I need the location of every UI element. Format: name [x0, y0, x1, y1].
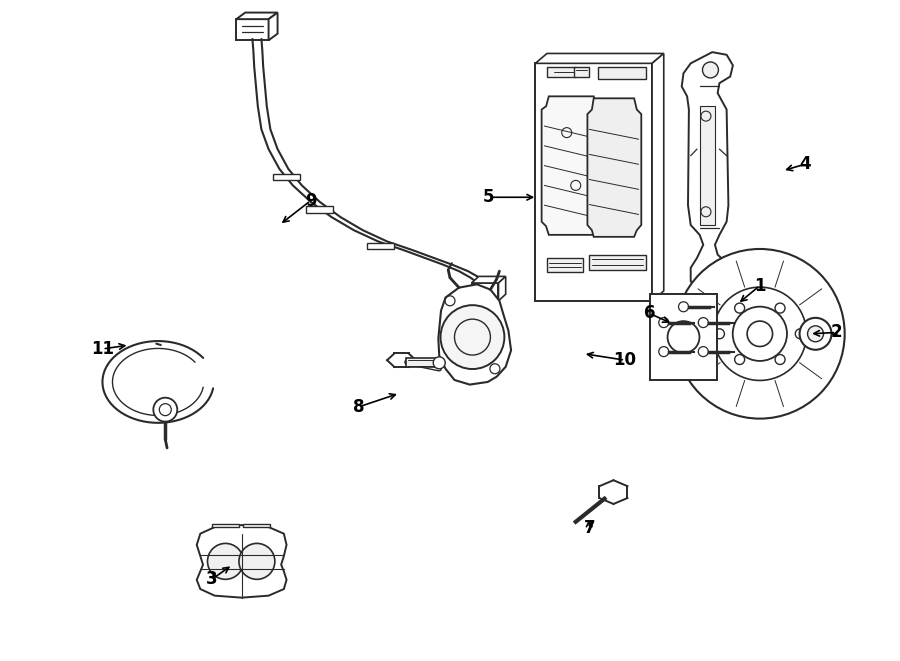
Polygon shape: [237, 19, 268, 40]
Polygon shape: [699, 106, 715, 225]
Text: 11: 11: [91, 340, 114, 358]
Polygon shape: [212, 524, 238, 527]
Circle shape: [675, 249, 845, 418]
Text: 8: 8: [353, 398, 364, 416]
Polygon shape: [598, 67, 646, 79]
Circle shape: [799, 318, 832, 350]
Polygon shape: [499, 276, 506, 301]
Polygon shape: [237, 13, 277, 19]
Polygon shape: [438, 284, 511, 385]
Circle shape: [659, 346, 669, 356]
Text: 7: 7: [583, 520, 595, 537]
Circle shape: [208, 543, 243, 579]
Polygon shape: [542, 97, 601, 235]
Polygon shape: [472, 276, 506, 283]
Polygon shape: [681, 52, 733, 294]
Circle shape: [153, 398, 177, 422]
Polygon shape: [273, 174, 300, 180]
Text: 2: 2: [831, 323, 842, 342]
Polygon shape: [306, 206, 333, 213]
Text: 3: 3: [206, 570, 218, 588]
Polygon shape: [588, 98, 642, 237]
Circle shape: [703, 62, 718, 78]
Circle shape: [238, 543, 274, 579]
Polygon shape: [197, 525, 286, 598]
Text: 6: 6: [644, 304, 655, 323]
Bar: [406, 358, 438, 368]
Text: 4: 4: [799, 155, 811, 173]
Bar: [650, 294, 717, 380]
Circle shape: [733, 307, 787, 361]
Circle shape: [807, 326, 824, 342]
Text: 10: 10: [614, 351, 636, 369]
Circle shape: [698, 317, 708, 328]
Circle shape: [698, 346, 708, 356]
Polygon shape: [536, 63, 652, 301]
Polygon shape: [472, 283, 499, 301]
Circle shape: [433, 357, 446, 369]
Circle shape: [659, 317, 669, 328]
Polygon shape: [547, 67, 576, 77]
Text: 1: 1: [754, 277, 766, 295]
Circle shape: [703, 276, 718, 292]
Text: 5: 5: [483, 188, 494, 206]
Polygon shape: [243, 524, 270, 527]
Polygon shape: [536, 54, 663, 63]
Polygon shape: [367, 243, 394, 249]
Polygon shape: [547, 258, 583, 272]
Polygon shape: [590, 254, 646, 270]
Circle shape: [440, 305, 504, 369]
Polygon shape: [574, 67, 590, 77]
Polygon shape: [652, 54, 663, 301]
Polygon shape: [268, 13, 277, 40]
Circle shape: [679, 302, 688, 312]
Text: 9: 9: [305, 192, 317, 210]
